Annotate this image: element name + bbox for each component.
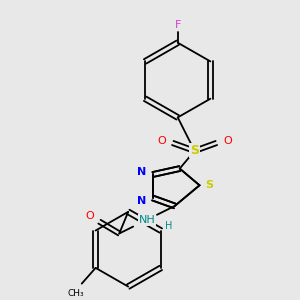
Text: S: S bbox=[206, 180, 213, 190]
Text: O: O bbox=[85, 211, 94, 221]
Text: CH₃: CH₃ bbox=[68, 289, 84, 298]
Text: S: S bbox=[190, 144, 199, 158]
Text: O: O bbox=[158, 136, 166, 146]
Text: N: N bbox=[137, 167, 147, 176]
Text: F: F bbox=[175, 20, 181, 30]
Text: N: N bbox=[137, 196, 147, 206]
Text: O: O bbox=[223, 136, 232, 146]
Text: H: H bbox=[165, 220, 172, 231]
Text: NH: NH bbox=[139, 215, 155, 225]
